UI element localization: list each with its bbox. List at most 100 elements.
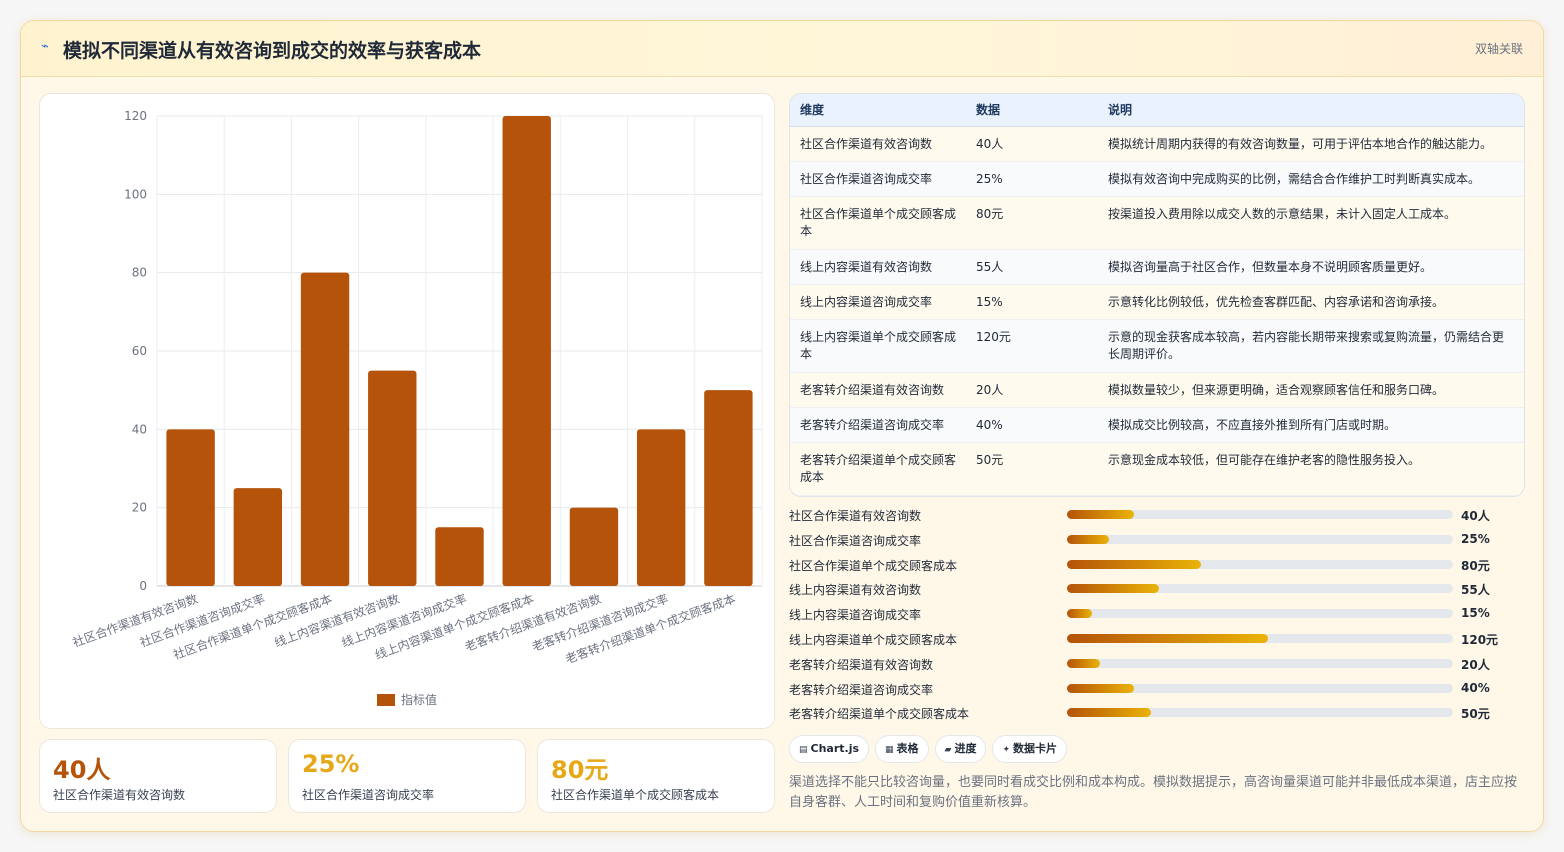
progress-fill xyxy=(1067,510,1134,519)
chip-card[interactable]: ✦ 数据卡片 xyxy=(992,735,1068,763)
progress-value: 80元 xyxy=(1461,558,1490,573)
column-header-data: 数据 xyxy=(966,94,1098,127)
progress-icon: ▰ xyxy=(944,745,952,755)
cell-dimension: 社区合作渠道单个成交顾客成本 xyxy=(790,196,966,250)
y-tick-label: 120 xyxy=(124,109,147,123)
table-row: 社区合作渠道咨询成交率 25% 模拟有效咨询中完成购买的比例，需结合合作维护工时判断… xyxy=(790,161,1524,197)
table-row: 线上内容渠道单个成交顾客成本 120元 示意的现金获客成本较高，若内容能长期带来搜索… xyxy=(790,319,1524,373)
y-tick-label: 0 xyxy=(139,579,147,593)
cell-dimension: 社区合作渠道咨询成交率 xyxy=(790,161,966,197)
chip-chart[interactable]: ▤ Chart.js xyxy=(789,735,870,763)
progress-row: 线上内容渠道有效咨询数 55人 xyxy=(789,579,1525,599)
cell-value: 50元 xyxy=(966,442,1098,496)
bar-0[interactable] xyxy=(166,429,215,586)
dual-axis-badge: 双轴关联 xyxy=(1474,42,1523,56)
cell-description: 模拟咨询量高于社区合作，但数量本身不说明顾客质量更好。 xyxy=(1098,249,1524,285)
kpi-label: 社区合作渠道单个成交顾客成本 xyxy=(551,788,720,802)
bar-5[interactable] xyxy=(502,116,551,586)
progress-track xyxy=(1067,534,1453,544)
kpi-card-conversion-rate: 25% 社区合作渠道咨询成交率 xyxy=(288,739,526,813)
bar-7[interactable] xyxy=(636,429,686,586)
dashboard-card: ⌁ 模拟不同渠道从有效咨询到成交的效率与获客成本 双轴关联 0 20 40 60 80 1… xyxy=(20,20,1544,832)
progress-fill xyxy=(1067,534,1109,544)
kpi-value: 25% xyxy=(302,750,360,778)
cell-value: 15% xyxy=(966,284,1098,320)
cell-description: 按渠道投入费用除以成交人数的示意结果，未计入固定人工成本。 xyxy=(1098,196,1524,250)
cell-description: 示意现金成本较低，但可能存在维护老客的隐性服务投入。 xyxy=(1098,442,1524,496)
progress-label: 老客转介绍渠道单个成交顾客成本 xyxy=(789,707,970,722)
table-row: 老客转介绍渠道有效咨询数 20人 模拟数量较少，但来源更明确，适合观察顾客信任和服务… xyxy=(790,372,1524,408)
progress-fill xyxy=(1067,708,1151,718)
progress-row: 老客转介绍渠道有效咨询数 20人 xyxy=(789,654,1525,674)
progress-label: 线上内容渠道单个成交顾客成本 xyxy=(789,633,958,647)
bar-6[interactable] xyxy=(569,507,619,586)
table-row: 线上内容渠道咨询成交率 15% 示意转化比例较低，优先检查客群匹配、内容承诺和咨询承… xyxy=(790,284,1524,320)
progress-fill xyxy=(1067,584,1159,594)
y-tick-label: 20 xyxy=(132,501,147,515)
bar-4[interactable] xyxy=(435,527,484,586)
cell-description: 模拟数量较少，但来源更明确，适合观察顾客信任和服务口碑。 xyxy=(1098,372,1524,408)
cell-value: 40% xyxy=(966,407,1098,443)
bar-3[interactable] xyxy=(368,370,417,586)
x-tick-label: 线上内容渠道有效咨询数 xyxy=(272,591,401,650)
bar-8[interactable] xyxy=(704,390,753,586)
chip-progress[interactable]: ▰ 进度 xyxy=(934,735,987,763)
chip-label: 表格 xyxy=(896,742,919,755)
legend-label[interactable]: 指标值 xyxy=(401,692,437,707)
link-icon: ⌁ xyxy=(41,39,49,54)
progress-value: 55人 xyxy=(1461,583,1490,598)
legend-swatch[interactable] xyxy=(377,694,395,706)
progress-fill xyxy=(1067,634,1268,643)
table-row: 线上内容渠道有效咨询数 55人 模拟咨询量高于社区合作，但数量本身不说明顾客质量更好… xyxy=(790,249,1524,285)
cell-description: 模拟有效咨询中完成购买的比例，需结合合作维护工时判断真实成本。 xyxy=(1098,161,1524,197)
page-title: 模拟不同渠道从有效咨询到成交的效率与获客成本 xyxy=(63,40,482,62)
cell-dimension: 线上内容渠道单个成交顾客成本 xyxy=(790,319,966,373)
y-tick-label: 100 xyxy=(124,187,147,201)
bar-1[interactable] xyxy=(233,488,283,586)
progress-label: 线上内容渠道咨询成交率 xyxy=(789,608,922,623)
chip-table[interactable]: ▦ 表格 xyxy=(875,735,929,763)
progress-value: 25% xyxy=(1461,531,1490,546)
progress-value: 40人 xyxy=(1461,509,1490,523)
data-table: 维度 数据 说明 社区合作渠道有效咨询数 40人 模拟统计周期内获得的有效咨询数量，… xyxy=(790,94,1524,496)
cell-description: 示意的现金获客成本较高，若内容能长期带来搜索或复购流量，仍需结合更长周期评价。 xyxy=(1098,319,1524,373)
table-row: 社区合作渠道有效咨询数 40人 模拟统计周期内获得的有效咨询数量，可用于评估本地合作… xyxy=(790,126,1524,162)
cell-dimension: 老客转介绍渠道单个成交顾客成本 xyxy=(790,442,966,496)
cell-value: 25% xyxy=(966,161,1098,197)
table-header-row: 维度 数据 说明 xyxy=(790,94,1524,127)
progress-value: 50元 xyxy=(1461,707,1490,722)
progress-fill xyxy=(1067,559,1201,569)
progress-label: 社区合作渠道单个成交顾客成本 xyxy=(789,558,958,573)
progress-track xyxy=(1067,658,1453,668)
progress-value: 120元 xyxy=(1461,633,1499,647)
cell-description: 模拟成交比例较高，不应直接外推到所有门店或时期。 xyxy=(1098,407,1524,443)
progress-track xyxy=(1067,584,1453,594)
progress-label: 老客转介绍渠道咨询成交率 xyxy=(789,682,934,697)
progress-row: 社区合作渠道咨询成交率 25% xyxy=(789,530,1525,550)
cell-dimension: 线上内容渠道有效咨询数 xyxy=(790,249,966,285)
progress-label: 社区合作渠道有效咨询数 xyxy=(789,509,922,523)
progress-track xyxy=(1067,609,1453,619)
kpi-card-customer-cost: 80元 社区合作渠道单个成交顾客成本 xyxy=(537,739,775,813)
progress-row: 社区合作渠道单个成交顾客成本 80元 xyxy=(789,555,1525,575)
table-row: 社区合作渠道单个成交顾客成本 80元 按渠道投入费用除以成交人数的示意结果，未计入固… xyxy=(790,196,1524,250)
cell-value: 120元 xyxy=(966,319,1098,373)
cell-description: 模拟统计周期内获得的有效咨询数量，可用于评估本地合作的触达能力。 xyxy=(1098,126,1524,162)
progress-fill xyxy=(1067,609,1093,619)
progress-row: 老客转介绍渠道咨询成交率 40% xyxy=(789,679,1525,699)
cell-value: 20人 xyxy=(966,372,1098,408)
table-row: 老客转介绍渠道单个成交顾客成本 50元 示意现金成本较低，但可能存在维护老客的隐性服… xyxy=(790,442,1524,496)
table-row: 老客转介绍渠道咨询成交率 40% 模拟成交比例较高，不应直接外推到所有门店或时期。 xyxy=(790,407,1524,443)
y-tick-label: 80 xyxy=(132,266,147,280)
kpi-value: 80元 xyxy=(551,756,609,784)
column-header-dimension: 维度 xyxy=(790,94,966,127)
progress-value: 40% xyxy=(1461,680,1490,695)
kpi-label: 社区合作渠道有效咨询数 xyxy=(53,788,186,802)
cell-dimension: 老客转介绍渠道有效咨询数 xyxy=(790,372,966,408)
progress-row: 老客转介绍渠道单个成交顾客成本 50元 xyxy=(789,703,1525,723)
bar-chart: 020406080100120社区合作渠道有效咨询数社区合作渠道咨询成交率社区合… xyxy=(70,109,763,707)
cell-description: 示意转化比例较低，优先检查客群匹配、内容承诺和咨询承接。 xyxy=(1098,284,1524,320)
progress-track xyxy=(1067,683,1453,693)
bar-2[interactable] xyxy=(300,272,350,586)
cell-dimension: 老客转介绍渠道咨询成交率 xyxy=(790,407,966,443)
